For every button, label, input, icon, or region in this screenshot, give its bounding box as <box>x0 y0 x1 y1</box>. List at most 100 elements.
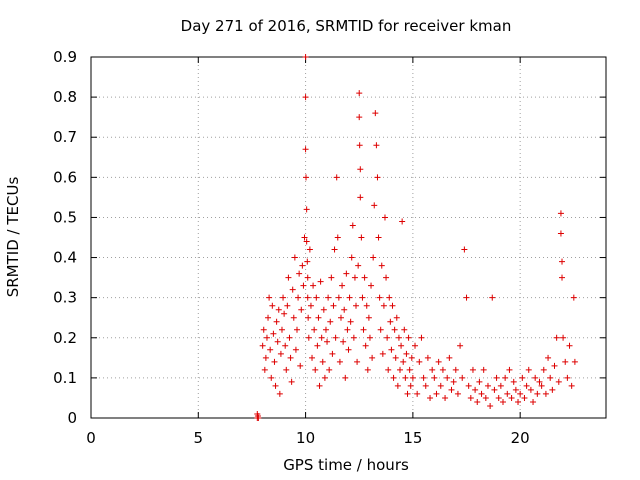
data-point <box>448 386 455 393</box>
data-point <box>398 342 405 349</box>
data-point <box>536 378 543 385</box>
data-point <box>527 386 534 393</box>
data-point <box>497 382 504 389</box>
data-point <box>376 294 383 301</box>
data-point <box>403 350 410 357</box>
data-point <box>285 274 292 281</box>
data-point <box>452 366 459 373</box>
data-point <box>303 206 310 213</box>
x-tick-label: 0 <box>86 429 96 447</box>
data-point <box>331 246 338 253</box>
data-point <box>362 342 369 349</box>
data-point <box>324 338 331 345</box>
data-point <box>312 366 319 373</box>
data-point <box>333 174 340 181</box>
data-point <box>504 390 511 397</box>
data-point <box>484 382 491 389</box>
data-point <box>454 390 461 397</box>
data-points <box>254 54 578 421</box>
data-point <box>303 174 310 181</box>
data-point <box>344 326 351 333</box>
grid-layer <box>91 57 606 418</box>
data-point <box>399 218 406 225</box>
data-point <box>294 326 300 333</box>
data-point <box>388 346 395 353</box>
data-point <box>353 302 360 309</box>
data-point <box>422 382 429 389</box>
data-point <box>301 234 308 241</box>
data-point <box>400 358 407 365</box>
data-point <box>325 294 332 301</box>
data-point <box>270 330 277 337</box>
data-point <box>557 210 564 217</box>
data-point <box>304 274 311 281</box>
data-point <box>551 362 558 369</box>
data-point <box>510 378 517 385</box>
y-tick-label: 0.8 <box>53 88 77 106</box>
data-point <box>313 294 320 301</box>
data-point <box>314 342 321 349</box>
data-point <box>391 326 398 333</box>
data-point <box>350 334 357 341</box>
y-tick-label: 0.3 <box>53 289 77 307</box>
data-point <box>463 294 470 301</box>
data-point <box>358 234 365 241</box>
y-tick-label: 0 <box>67 409 77 427</box>
data-point <box>319 358 326 365</box>
plot-frame <box>90 56 607 419</box>
data-point <box>386 294 393 301</box>
data-point <box>521 394 528 401</box>
data-point <box>469 366 476 373</box>
data-point <box>414 390 421 397</box>
data-point <box>310 282 317 289</box>
data-point <box>283 366 290 373</box>
x-tick-label: 10 <box>296 429 315 447</box>
data-point <box>330 302 337 309</box>
data-point <box>269 302 276 309</box>
x-tick-label: 20 <box>511 429 530 447</box>
data-point <box>327 318 334 325</box>
data-point <box>348 254 355 261</box>
data-point <box>304 258 311 265</box>
data-point <box>355 262 362 269</box>
data-point <box>532 374 539 381</box>
data-point <box>305 334 312 341</box>
tick-layer: 0 0.1 0.2 0.3 0.4 0.5 0.6 0.7 0.8 0.9 0 5 10 15 20 <box>53 48 606 447</box>
data-point <box>384 334 391 341</box>
data-point <box>467 394 474 401</box>
data-point <box>345 346 352 353</box>
data-point <box>260 326 267 333</box>
data-point <box>318 334 325 341</box>
data-point <box>553 334 560 341</box>
data-point <box>368 282 375 289</box>
data-point <box>281 310 288 317</box>
data-point <box>380 302 387 309</box>
data-point <box>349 222 356 229</box>
data-point <box>263 334 270 341</box>
data-point <box>540 366 547 373</box>
data-point <box>392 354 399 361</box>
data-point <box>439 366 446 373</box>
data-point <box>346 294 353 301</box>
data-point <box>450 378 457 385</box>
data-point <box>326 366 333 373</box>
data-point <box>339 282 346 289</box>
data-point <box>287 354 294 361</box>
data-point <box>297 362 304 369</box>
data-point <box>474 398 481 405</box>
data-point <box>366 334 373 341</box>
data-point <box>340 338 347 345</box>
data-point <box>360 326 367 333</box>
data-point <box>373 142 380 149</box>
data-point <box>571 358 578 365</box>
data-point <box>500 398 506 405</box>
data-point <box>383 274 390 281</box>
data-point <box>418 334 425 341</box>
data-point <box>385 366 392 373</box>
data-point <box>381 214 388 221</box>
data-point <box>296 270 303 277</box>
data-point <box>390 374 397 381</box>
data-point <box>564 374 571 381</box>
data-point <box>266 294 273 301</box>
data-point <box>493 374 500 381</box>
